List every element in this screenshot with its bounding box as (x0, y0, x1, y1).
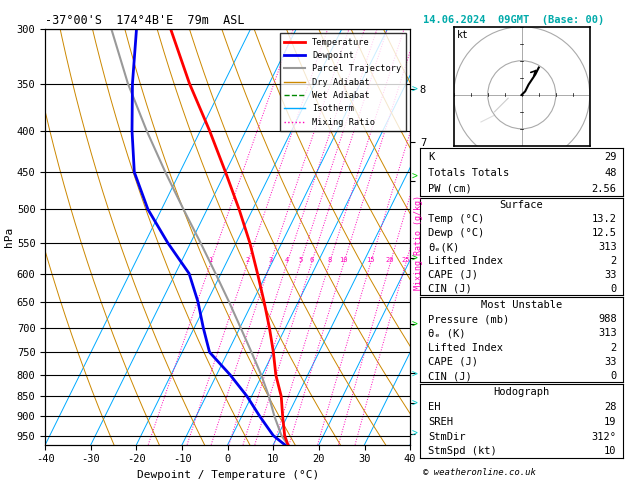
Text: -37°00'S  174°4B'E  79m  ASL: -37°00'S 174°4B'E 79m ASL (45, 14, 245, 27)
Text: 33: 33 (604, 270, 616, 280)
Text: 2: 2 (610, 343, 616, 352)
Text: 1: 1 (208, 258, 213, 263)
Y-axis label: km
ASL: km ASL (442, 226, 460, 248)
Text: 33: 33 (604, 357, 616, 367)
Text: 313: 313 (598, 242, 616, 252)
Text: >: > (411, 428, 417, 438)
Text: >: > (411, 254, 417, 264)
Text: >: > (411, 85, 417, 94)
Legend: Temperature, Dewpoint, Parcel Trajectory, Dry Adiabat, Wet Adiabat, Isotherm, Mi: Temperature, Dewpoint, Parcel Trajectory… (279, 34, 406, 131)
Text: CIN (J): CIN (J) (428, 284, 472, 294)
Text: 4: 4 (285, 258, 289, 263)
Text: 19: 19 (604, 417, 616, 427)
Text: >: > (411, 399, 417, 409)
Text: 10: 10 (340, 258, 348, 263)
Text: 2: 2 (610, 256, 616, 266)
Text: >: > (411, 370, 417, 380)
Text: 2: 2 (245, 258, 250, 263)
Text: LCL: LCL (476, 440, 492, 449)
Text: Temp (°C): Temp (°C) (428, 214, 484, 225)
Text: EH: EH (428, 402, 441, 412)
Text: 10: 10 (604, 446, 616, 456)
Text: Lifted Index: Lifted Index (428, 343, 503, 352)
Text: >: > (411, 320, 417, 330)
Text: 5: 5 (298, 258, 303, 263)
Text: CAPE (J): CAPE (J) (428, 357, 478, 367)
Text: StmSpd (kt): StmSpd (kt) (428, 446, 497, 456)
Text: 3: 3 (268, 258, 272, 263)
Text: 8: 8 (327, 258, 331, 263)
Text: 25: 25 (401, 258, 410, 263)
Text: 48: 48 (604, 168, 616, 178)
Text: StmDir: StmDir (428, 432, 465, 441)
Text: 13.2: 13.2 (592, 214, 616, 225)
Text: © weatheronline.co.uk: © weatheronline.co.uk (423, 468, 535, 477)
Text: Surface: Surface (499, 200, 543, 210)
Text: 15: 15 (366, 258, 375, 263)
Text: Hodograph: Hodograph (493, 387, 550, 398)
Text: 12.5: 12.5 (592, 228, 616, 238)
Text: 0: 0 (610, 284, 616, 294)
Text: 2.56: 2.56 (592, 184, 616, 194)
Text: SREH: SREH (428, 417, 454, 427)
Text: PW (cm): PW (cm) (428, 184, 472, 194)
Text: 6: 6 (309, 258, 313, 263)
Y-axis label: hPa: hPa (4, 227, 14, 247)
Text: Mixing Ratio (g/kg): Mixing Ratio (g/kg) (414, 195, 423, 291)
Text: 20: 20 (386, 258, 394, 263)
Text: Lifted Index: Lifted Index (428, 256, 503, 266)
Text: >: > (411, 172, 417, 182)
Text: Most Unstable: Most Unstable (481, 300, 562, 310)
Text: 312°: 312° (592, 432, 616, 441)
Text: 0: 0 (610, 371, 616, 381)
X-axis label: Dewpoint / Temperature (°C): Dewpoint / Temperature (°C) (136, 470, 319, 480)
Text: K: K (428, 152, 435, 162)
Text: Totals Totals: Totals Totals (428, 168, 509, 178)
Text: θₑ (K): θₑ (K) (428, 329, 465, 338)
Text: 28: 28 (604, 402, 616, 412)
Text: 14.06.2024  09GMT  (Base: 00): 14.06.2024 09GMT (Base: 00) (423, 15, 604, 25)
Text: Dewp (°C): Dewp (°C) (428, 228, 484, 238)
Text: 313: 313 (598, 329, 616, 338)
Text: kt: kt (457, 30, 468, 40)
Text: 988: 988 (598, 314, 616, 324)
Text: Pressure (mb): Pressure (mb) (428, 314, 509, 324)
Text: CAPE (J): CAPE (J) (428, 270, 478, 280)
Text: 29: 29 (604, 152, 616, 162)
Text: CIN (J): CIN (J) (428, 371, 472, 381)
Text: θₑ(K): θₑ(K) (428, 242, 460, 252)
